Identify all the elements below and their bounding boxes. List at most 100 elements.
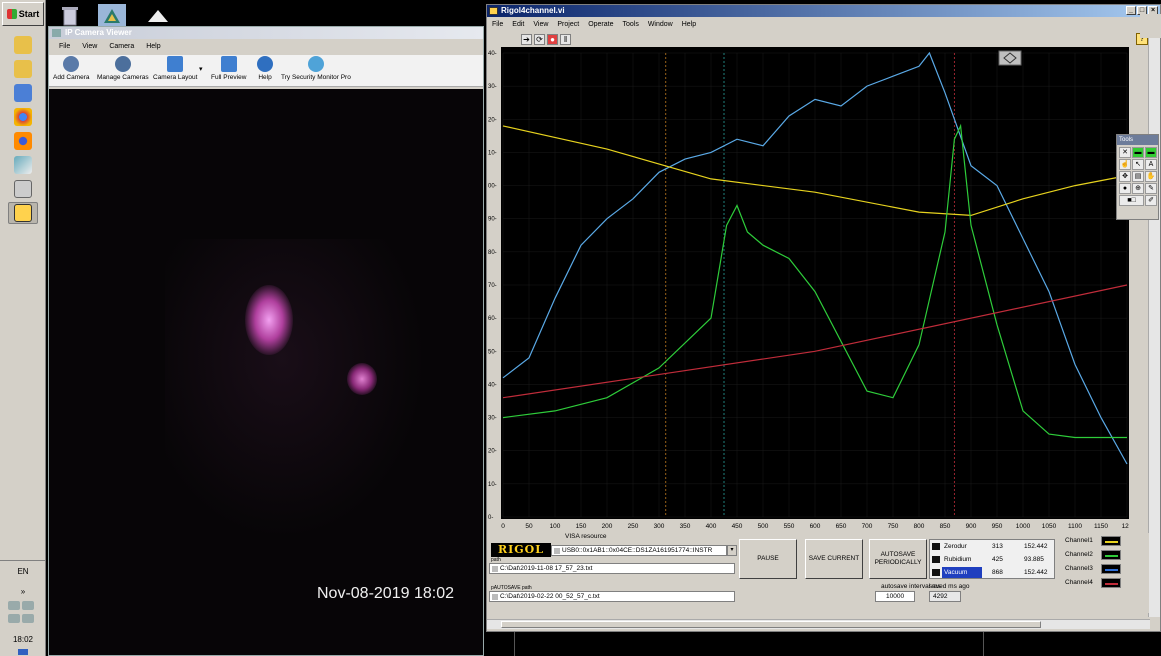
- visa-resource-field[interactable]: USB0::0x1AB1::0x04CE::DS1ZA161951774::IN…: [551, 545, 727, 556]
- auto-tool-indicator-icon-2[interactable]: ▬: [1145, 147, 1157, 158]
- camera-title-text: IP Camera Viewer: [65, 28, 132, 37]
- show-desktop-icon[interactable]: [18, 649, 28, 655]
- legend-channel2[interactable]: Channel2: [1065, 549, 1123, 561]
- lv-menu-file[interactable]: File: [492, 21, 504, 28]
- legend-channel4[interactable]: Channel4: [1065, 577, 1123, 589]
- wiring-tool-icon[interactable]: ✥: [1119, 171, 1131, 182]
- minimize-button[interactable]: _: [1126, 6, 1136, 15]
- lv-menu-help[interactable]: Help: [681, 21, 697, 28]
- folder-icon[interactable]: [8, 34, 38, 56]
- lv-menu-window[interactable]: Window: [647, 21, 673, 28]
- color-tool-icon[interactable]: ■□: [1119, 195, 1144, 206]
- position-tool-icon[interactable]: ↖: [1132, 159, 1144, 170]
- x-tick-label: 500: [758, 523, 769, 530]
- run-continuous-icon[interactable]: ⟳: [534, 34, 545, 45]
- scrollbar-thumb[interactable]: [501, 621, 1041, 628]
- tray-expand-icon[interactable]: »: [20, 587, 26, 596]
- measurement-row-vacuum[interactable]: Vacuum 868 152.442: [932, 567, 1054, 578]
- camera-menu-help[interactable]: Help: [146, 43, 161, 50]
- probe-tool-icon[interactable]: ⊕: [1132, 183, 1144, 194]
- add-camera-button[interactable]: Add Camera: [53, 56, 90, 86]
- abort-icon[interactable]: ●: [547, 34, 558, 45]
- pinned-app-icon[interactable]: [98, 4, 126, 28]
- camera-menu-view[interactable]: View: [82, 43, 98, 50]
- horizontal-scrollbar[interactable]: [487, 619, 1150, 629]
- start-button[interactable]: Start: [2, 2, 44, 26]
- autosave-path-icon: [492, 594, 498, 600]
- lv-menu-project[interactable]: Project: [557, 21, 580, 28]
- security-monitor-button[interactable]: Try Security Monitor Pro: [281, 56, 351, 86]
- visa-dropdown-arrow[interactable]: ▾: [727, 545, 737, 556]
- autosave-periodically-button[interactable]: AUTOSAVE PERIODICALLY: [869, 539, 927, 579]
- legend-channel3[interactable]: Channel3: [1065, 563, 1123, 575]
- save-current-button[interactable]: SAVE CURRENT: [805, 539, 863, 579]
- ip-camera-taskbar-icon[interactable]: [8, 178, 38, 200]
- full-preview-button[interactable]: Full Preview: [211, 56, 246, 86]
- manage-cameras-icon: [114, 56, 131, 72]
- manage-cameras-button[interactable]: Manage Cameras: [97, 56, 149, 86]
- lv-menu-tools[interactable]: Tools: [622, 21, 639, 28]
- text-tool-icon[interactable]: A: [1145, 159, 1157, 170]
- cloud-app-icon[interactable]: [144, 4, 172, 28]
- volume-icon[interactable]: [22, 601, 34, 610]
- background-window-edge: [1140, 14, 1161, 38]
- visa-resource-label: VISA resource: [565, 533, 607, 540]
- chrome-icon[interactable]: [8, 106, 38, 128]
- measurement-swatch: [932, 543, 940, 550]
- color-copy-tool-icon[interactable]: ✎: [1145, 183, 1157, 194]
- labview-title-bar[interactable]: Rigol4channel.vi _ □ ×: [487, 5, 1160, 17]
- media-player-icon[interactable]: [8, 82, 38, 104]
- x-tick-label: 400: [706, 523, 717, 530]
- camera-help-button[interactable]: Help: [257, 56, 273, 86]
- autosave-interval-field[interactable]: 10000: [875, 591, 915, 602]
- run-arrow-icon[interactable]: ➔: [521, 34, 532, 45]
- auto-tool-icon[interactable]: ✕: [1119, 147, 1131, 158]
- lv-menu-edit[interactable]: Edit: [512, 21, 525, 28]
- auto-tool-indicator-icon[interactable]: ▬: [1132, 147, 1144, 158]
- network-icon[interactable]: [8, 601, 20, 610]
- camera-menu-file[interactable]: File: [59, 43, 71, 50]
- plot-area: [487, 47, 1129, 533]
- camera-layout-dropdown[interactable]: ▾: [199, 66, 203, 73]
- plot-legend: Channel1 Channel2 Channel3 Channel4: [1065, 535, 1123, 597]
- recycle-bin-icon[interactable]: [56, 4, 84, 28]
- help-icon: [257, 56, 273, 72]
- scroll-tool-icon[interactable]: ✋: [1145, 171, 1157, 182]
- folder-icon-2[interactable]: [8, 58, 38, 80]
- path-field[interactable]: C:\Dat\2019-11-08 17_57_23.txt: [489, 563, 735, 574]
- labview-title-text: Rigol4channel.vi: [501, 6, 565, 15]
- shortcut-menu-tool-icon[interactable]: ▤: [1132, 171, 1144, 182]
- x-tick-label: 300: [654, 523, 665, 530]
- language-indicator[interactable]: EN: [17, 567, 29, 576]
- clock[interactable]: 18:02: [12, 635, 34, 644]
- camera-menu-camera[interactable]: Camera: [109, 43, 135, 50]
- camera-layout-button[interactable]: Camera Layout: [153, 56, 197, 86]
- pause-icon[interactable]: ‖: [560, 34, 571, 45]
- breakpoint-tool-icon[interactable]: ●: [1119, 183, 1131, 194]
- pause-button[interactable]: PAUSE: [739, 539, 797, 579]
- autosave-path-field[interactable]: C:\Dat\2019-02-22 00_52_57_c.txt: [489, 591, 735, 602]
- flag-icon[interactable]: [8, 614, 20, 623]
- camera-video-feed[interactable]: Nov-08-2019 18:02: [49, 89, 483, 655]
- measurement-row-rubidium[interactable]: Rubidium 425 93.885: [932, 554, 1054, 565]
- lv-menu-view[interactable]: View: [533, 21, 549, 28]
- y-tick-label: 20-: [488, 117, 497, 123]
- firefox-icon[interactable]: [8, 130, 38, 152]
- operate-tool-icon[interactable]: ☝: [1119, 159, 1131, 170]
- legend-channel1[interactable]: Channel1: [1065, 535, 1123, 547]
- lv-menu-operate[interactable]: Operate: [588, 21, 614, 28]
- x-tick-label: 1100: [1068, 523, 1082, 530]
- camera-window-title[interactable]: IP Camera Viewer: [49, 27, 483, 39]
- paint-icon[interactable]: [8, 154, 38, 176]
- measurement-row-zerodur[interactable]: Zerodur 313 152.442: [932, 541, 1054, 552]
- brush-tool-icon[interactable]: ✐: [1145, 195, 1157, 206]
- tools-palette-title[interactable]: Tools: [1117, 135, 1158, 145]
- waveform-graph[interactable]: 0- 10- 20- 30- 40- 50- 60- 70- 80- 90- 00- 10- 20- 30…: [487, 47, 1129, 533]
- battery-icon[interactable]: [22, 614, 34, 623]
- add-camera-icon: [63, 56, 80, 72]
- measurement-name-selected: Vacuum: [942, 567, 982, 578]
- y-tick-label: 00-: [488, 184, 497, 190]
- x-tick-label: 1050: [1042, 523, 1057, 530]
- labview-taskbar-icon[interactable]: [8, 202, 38, 224]
- vertical-scrollbar[interactable]: [1148, 33, 1160, 617]
